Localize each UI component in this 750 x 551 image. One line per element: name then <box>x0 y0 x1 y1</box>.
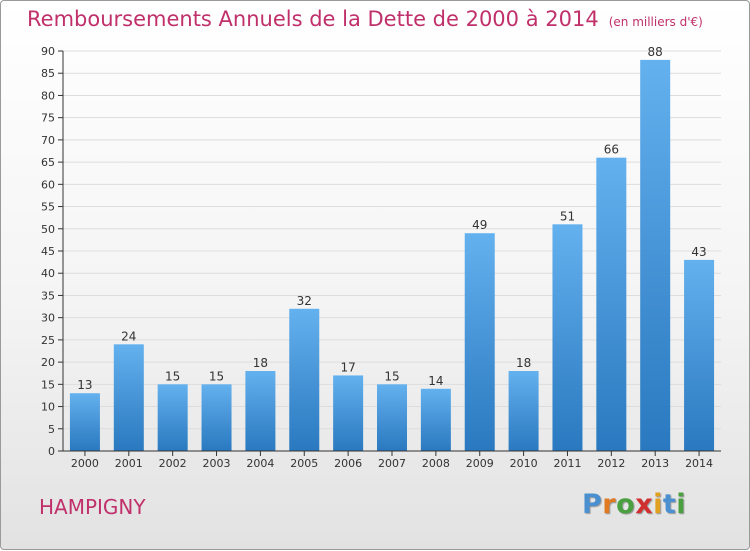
bar <box>377 384 407 451</box>
bar-value-label: 17 <box>340 360 355 374</box>
logo-letter: r <box>602 489 617 520</box>
y-tick-label: 0 <box>48 445 55 458</box>
bar <box>113 344 144 451</box>
y-tick-label: 15 <box>41 378 55 391</box>
bar-value-label: 51 <box>560 209 575 223</box>
bar <box>464 233 495 451</box>
x-tick-label: 2000 <box>71 457 99 470</box>
y-tick-label: 70 <box>41 134 55 147</box>
x-tick-label: 2011 <box>553 457 581 470</box>
y-tick-label: 20 <box>41 356 55 369</box>
bar <box>201 384 232 451</box>
y-tick-label: 30 <box>41 312 55 325</box>
x-tick-label: 2010 <box>510 457 538 470</box>
y-tick-label: 65 <box>41 156 55 169</box>
x-tick-label: 2005 <box>290 457 318 470</box>
y-tick-label: 35 <box>41 289 55 302</box>
bar-value-label: 15 <box>165 369 180 383</box>
bar <box>245 371 276 451</box>
y-tick-label: 75 <box>41 112 55 125</box>
x-tick-label: 2004 <box>246 457 274 470</box>
y-tick-label: 25 <box>41 334 55 347</box>
bar-value-label: 13 <box>77 378 92 392</box>
logo-letter: i <box>653 489 663 520</box>
bar <box>157 384 188 451</box>
bar <box>552 224 583 451</box>
y-tick-label: 10 <box>41 401 55 414</box>
bar-value-label: 32 <box>297 294 312 308</box>
bars: 13 24 15 15 18 32 17 15 14 49 18 51 66 88 43 <box>69 45 715 452</box>
logo-letter: x <box>635 489 654 520</box>
x-tick-label: 2013 <box>641 457 669 470</box>
y-tick-label: 85 <box>41 67 55 80</box>
bar <box>69 393 100 451</box>
bar <box>596 157 627 451</box>
x-tick-label: 2014 <box>685 457 713 470</box>
bar-value-label: 49 <box>472 218 487 232</box>
bar-value-label: 66 <box>604 143 619 157</box>
logo-letter: o <box>616 489 636 520</box>
x-tick-label: 2008 <box>422 457 450 470</box>
bar <box>289 308 320 451</box>
axes: 0 5 10 15 20 25 30 35 40 45 50 55 60 65 70 75 80 85 90 2000… <box>41 45 721 470</box>
y-tick-label: 80 <box>41 89 55 102</box>
logo-letter: i <box>676 489 687 520</box>
bar <box>684 259 715 451</box>
x-tick-label: 2003 <box>203 457 231 470</box>
bar-value-label: 14 <box>428 374 443 388</box>
bar <box>640 59 671 452</box>
bar-value-label: 18 <box>516 356 531 370</box>
x-tick-label: 2012 <box>597 457 625 470</box>
x-tick-label: 2001 <box>115 457 143 470</box>
bar <box>508 371 539 451</box>
x-tick-label: 2009 <box>466 457 494 470</box>
x-tick-label: 2002 <box>159 457 187 470</box>
x-tick-label: 2006 <box>334 457 362 470</box>
location-label: HAMPIGNY <box>39 495 146 519</box>
y-tick-label: 40 <box>41 267 55 280</box>
bar-value-label: 88 <box>648 45 663 59</box>
proxiti-logo: Proxiti <box>582 489 686 520</box>
bar-value-label: 24 <box>121 329 136 343</box>
bar-value-label: 15 <box>209 369 224 383</box>
y-tick-label: 50 <box>41 223 55 236</box>
chart-title-text: Remboursements Annuels de la Dette de 20… <box>27 7 599 31</box>
bar-value-label: 43 <box>691 245 706 259</box>
bar-value-label: 15 <box>384 369 399 383</box>
chart-title: Remboursements Annuels de la Dette de 20… <box>27 7 703 31</box>
bar-value-label: 18 <box>253 356 268 370</box>
y-tick-label: 60 <box>41 178 55 191</box>
y-tick-label: 90 <box>41 45 55 58</box>
chart-subtitle: (en milliers d'€) <box>608 15 703 29</box>
bar <box>333 375 364 451</box>
y-tick-label: 45 <box>41 245 55 258</box>
x-tick-label: 2007 <box>378 457 406 470</box>
logo-letter: t <box>662 489 677 520</box>
bar <box>420 388 451 451</box>
y-tick-label: 55 <box>41 201 55 214</box>
logo-letter: P <box>582 489 603 520</box>
y-tick-label: 5 <box>48 423 55 436</box>
